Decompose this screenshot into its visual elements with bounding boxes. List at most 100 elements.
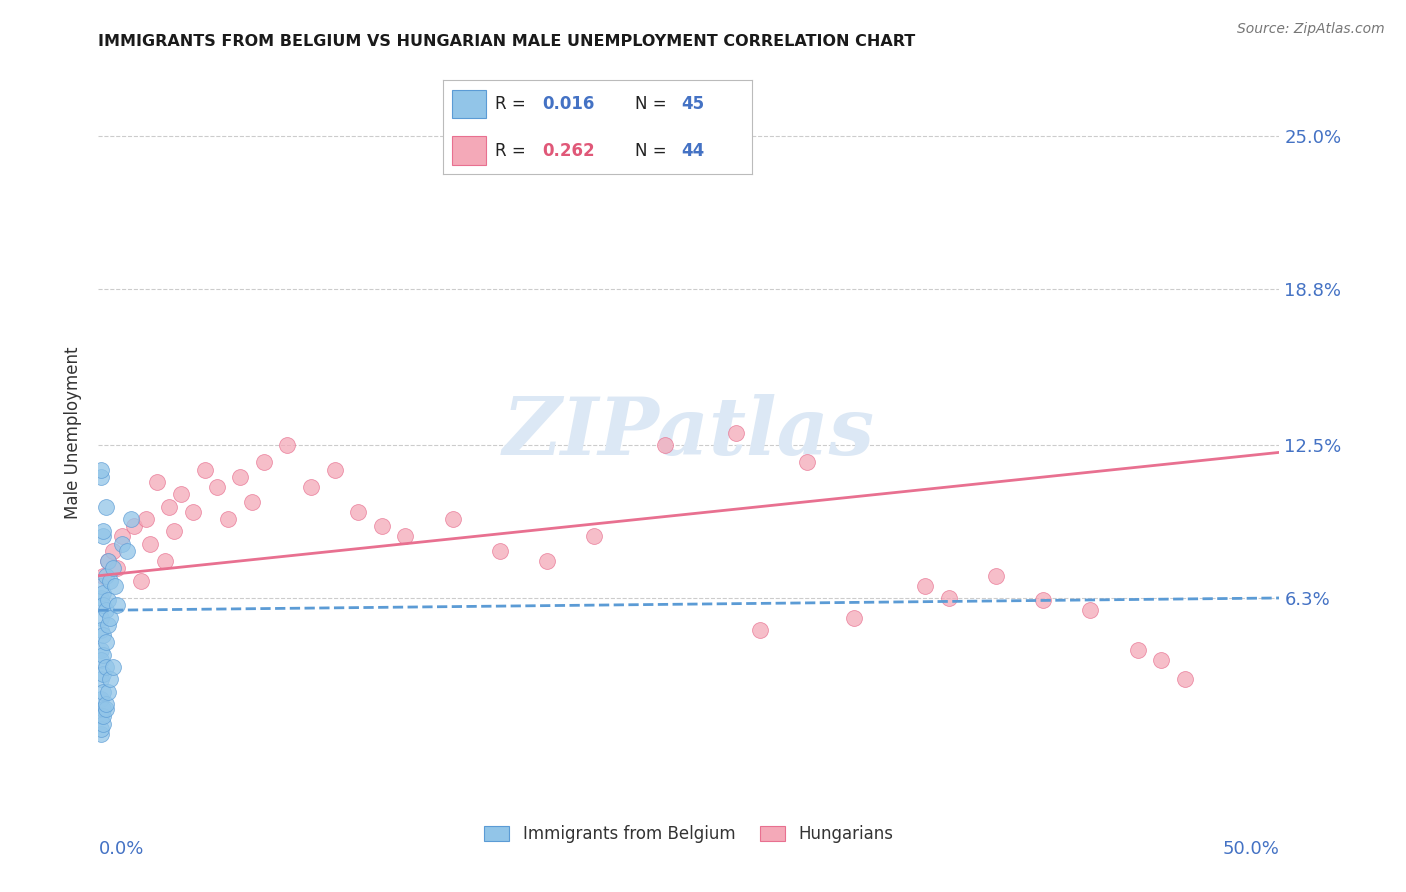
- Point: [347, 505, 370, 519]
- Point: [748, 623, 770, 637]
- Point: [135, 512, 157, 526]
- Text: R =: R =: [495, 142, 526, 160]
- Point: [90, 579, 112, 593]
- Point: [94, 635, 117, 649]
- Point: [194, 462, 217, 476]
- Point: [90, 722, 112, 736]
- Legend: Immigrants from Belgium, Hungarians: Immigrants from Belgium, Hungarians: [478, 819, 900, 850]
- Point: [94, 660, 117, 674]
- Point: [98, 574, 121, 588]
- Point: [91, 524, 114, 539]
- Text: 0.016: 0.016: [541, 95, 595, 112]
- Y-axis label: Male Unemployment: Male Unemployment: [65, 346, 83, 519]
- Point: [240, 494, 263, 508]
- Point: [796, 455, 818, 469]
- Point: [394, 529, 416, 543]
- Bar: [453, 89, 486, 118]
- Point: [90, 470, 112, 484]
- Point: [97, 554, 120, 568]
- Point: [97, 593, 120, 607]
- Point: [111, 529, 134, 543]
- Point: [157, 500, 180, 514]
- Point: [153, 554, 176, 568]
- Point: [94, 603, 117, 617]
- Point: [97, 554, 120, 568]
- Point: [90, 462, 112, 476]
- Point: [1080, 603, 1102, 617]
- Point: [122, 519, 145, 533]
- Point: [91, 685, 114, 699]
- Point: [90, 673, 112, 687]
- Point: [90, 591, 112, 605]
- Point: [139, 536, 162, 550]
- Text: IMMIGRANTS FROM BELGIUM VS HUNGARIAN MALE UNEMPLOYMENT CORRELATION CHART: IMMIGRANTS FROM BELGIUM VS HUNGARIAN MAL…: [98, 34, 915, 49]
- Point: [94, 702, 117, 716]
- Point: [914, 579, 936, 593]
- Point: [91, 648, 114, 662]
- Point: [90, 642, 112, 657]
- Point: [98, 611, 121, 625]
- Bar: [453, 136, 486, 164]
- Point: [163, 524, 186, 539]
- Point: [181, 505, 204, 519]
- Point: [1174, 673, 1197, 687]
- Text: 44: 44: [681, 142, 704, 160]
- Point: [105, 561, 128, 575]
- Point: [323, 462, 346, 476]
- Point: [938, 591, 960, 605]
- Point: [536, 554, 558, 568]
- Point: [105, 599, 128, 613]
- Point: [299, 480, 322, 494]
- Point: [90, 653, 112, 667]
- Point: [371, 519, 394, 533]
- Point: [91, 586, 114, 600]
- Point: [489, 544, 512, 558]
- Point: [90, 709, 112, 723]
- Point: [91, 702, 114, 716]
- Text: 45: 45: [681, 95, 704, 112]
- Point: [98, 673, 121, 687]
- Point: [121, 512, 143, 526]
- Point: [276, 438, 298, 452]
- Text: R =: R =: [495, 95, 526, 112]
- Point: [844, 611, 866, 625]
- Point: [205, 480, 228, 494]
- Text: 0.0%: 0.0%: [98, 840, 143, 858]
- Point: [104, 579, 127, 593]
- Text: N =: N =: [634, 142, 666, 160]
- Point: [101, 544, 124, 558]
- Point: [97, 618, 120, 632]
- Point: [91, 709, 114, 723]
- Point: [229, 470, 252, 484]
- Point: [90, 727, 112, 741]
- Text: 0.262: 0.262: [541, 142, 595, 160]
- Point: [1150, 653, 1173, 667]
- Text: ZIPatlas: ZIPatlas: [503, 394, 875, 471]
- Point: [217, 512, 239, 526]
- Point: [1032, 593, 1054, 607]
- Point: [91, 568, 114, 582]
- Point: [253, 455, 276, 469]
- Text: N =: N =: [634, 95, 666, 112]
- Point: [146, 475, 169, 489]
- Text: Source: ZipAtlas.com: Source: ZipAtlas.com: [1237, 22, 1385, 37]
- Point: [90, 692, 112, 706]
- Point: [984, 568, 1007, 582]
- Text: 50.0%: 50.0%: [1223, 840, 1279, 858]
- Point: [91, 529, 114, 543]
- Point: [115, 544, 138, 558]
- Point: [583, 529, 606, 543]
- Point: [101, 660, 124, 674]
- Point: [91, 716, 114, 731]
- Point: [91, 628, 114, 642]
- Point: [1126, 642, 1149, 657]
- Point: [91, 599, 114, 613]
- Point: [129, 574, 152, 588]
- Point: [101, 561, 124, 575]
- Point: [654, 438, 676, 452]
- Point: [97, 685, 120, 699]
- Point: [725, 425, 748, 440]
- Point: [111, 536, 134, 550]
- Point: [94, 568, 117, 582]
- Point: [90, 623, 112, 637]
